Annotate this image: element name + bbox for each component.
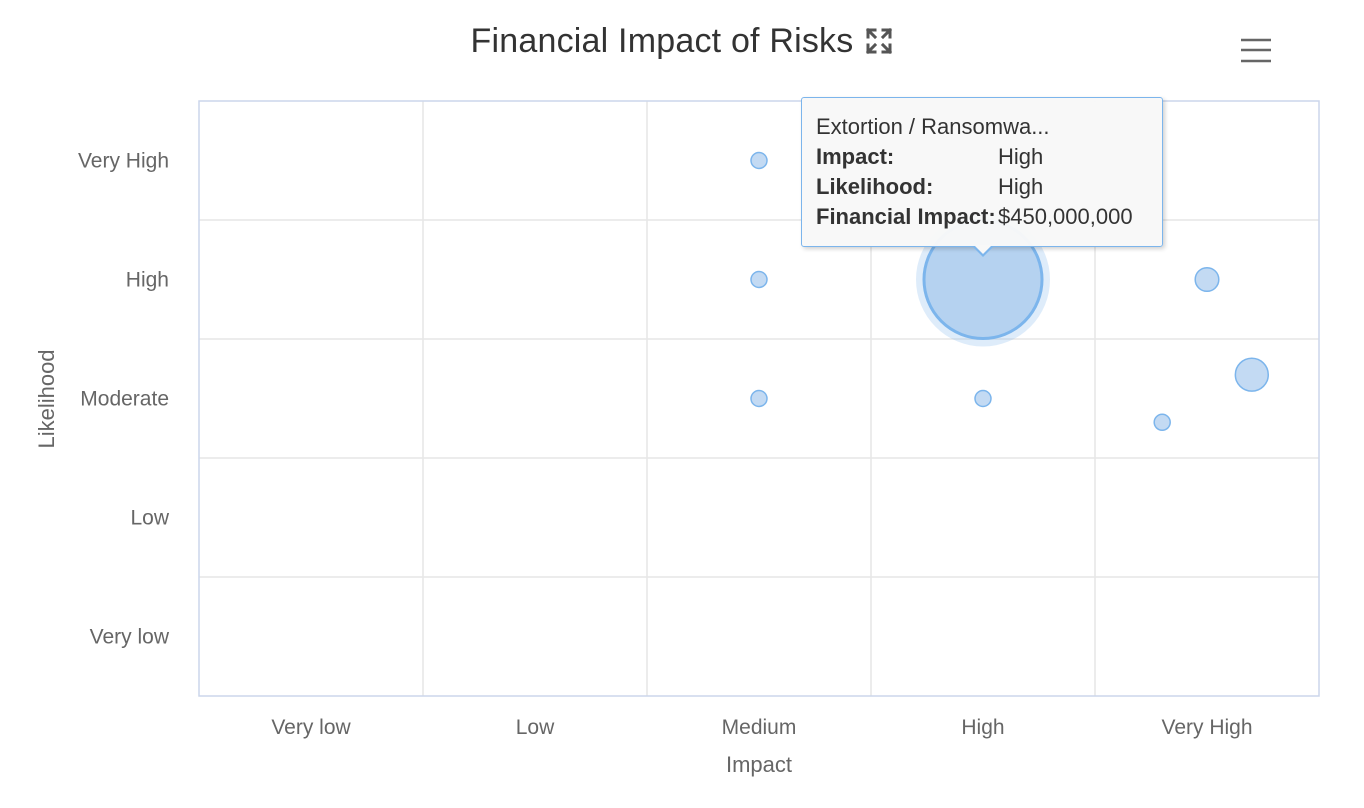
y-tick-label: Very High — [78, 150, 169, 173]
tooltip-impact-label: Impact: — [816, 144, 895, 169]
bubble-point — [1234, 357, 1270, 392]
x-axis-title: Impact — [726, 752, 792, 777]
tooltip-likelihood-value: High — [998, 174, 1044, 199]
tooltip-arrow-inner — [974, 245, 992, 254]
tooltip-likelihood-row: Likelihood: High — [816, 172, 1148, 202]
x-tick-label: Very low — [271, 716, 351, 739]
bubble-point — [1153, 413, 1171, 432]
point-tooltip: Extortion / Ransomwa... Impact: High Lik… — [801, 97, 1163, 257]
bubble-point — [750, 151, 768, 170]
y-tick-label: Very low — [90, 626, 170, 649]
chart-title-wrap: Financial Impact of Risks — [0, 22, 1364, 61]
bubble-point — [750, 270, 768, 289]
chart-title: Financial Impact of Risks — [470, 22, 854, 60]
bubble-point — [750, 389, 768, 408]
tooltip-point-name: Extortion / Ransomwa... — [816, 114, 1050, 139]
x-tick-label: Very High — [1161, 716, 1252, 739]
tooltip-financial-label: Financial Impact: — [816, 204, 996, 229]
x-tick-label: Medium — [722, 716, 797, 739]
x-axis-ticks: Very low Low Medium High Very High — [271, 716, 1252, 739]
y-axis-title: Likelihood — [34, 349, 59, 448]
tooltip-financial-row: Financial Impact: $450,000,000 — [816, 202, 1148, 232]
x-tick-label: High — [961, 716, 1004, 739]
tooltip-financial-value: $450,000,000 — [998, 204, 1133, 229]
plot-border — [198, 100, 1320, 697]
y-tick-label: High — [126, 269, 169, 292]
y-tick-label: Moderate — [80, 388, 169, 411]
expand-icon[interactable] — [865, 25, 893, 55]
y-axis-ticks: Very low Low Moderate High Very High — [78, 150, 170, 649]
hamburger-menu-icon[interactable] — [1236, 36, 1276, 66]
bubble-point — [974, 389, 992, 408]
plot-grid — [198, 100, 1320, 697]
tooltip-impact-row: Impact: High — [816, 142, 1148, 172]
y-tick-label: Low — [130, 507, 169, 530]
bubble-point — [1194, 266, 1220, 293]
tooltip-likelihood-label: Likelihood: — [816, 174, 934, 199]
tooltip-impact-value: High — [998, 144, 1044, 169]
x-tick-label: Low — [516, 716, 555, 739]
